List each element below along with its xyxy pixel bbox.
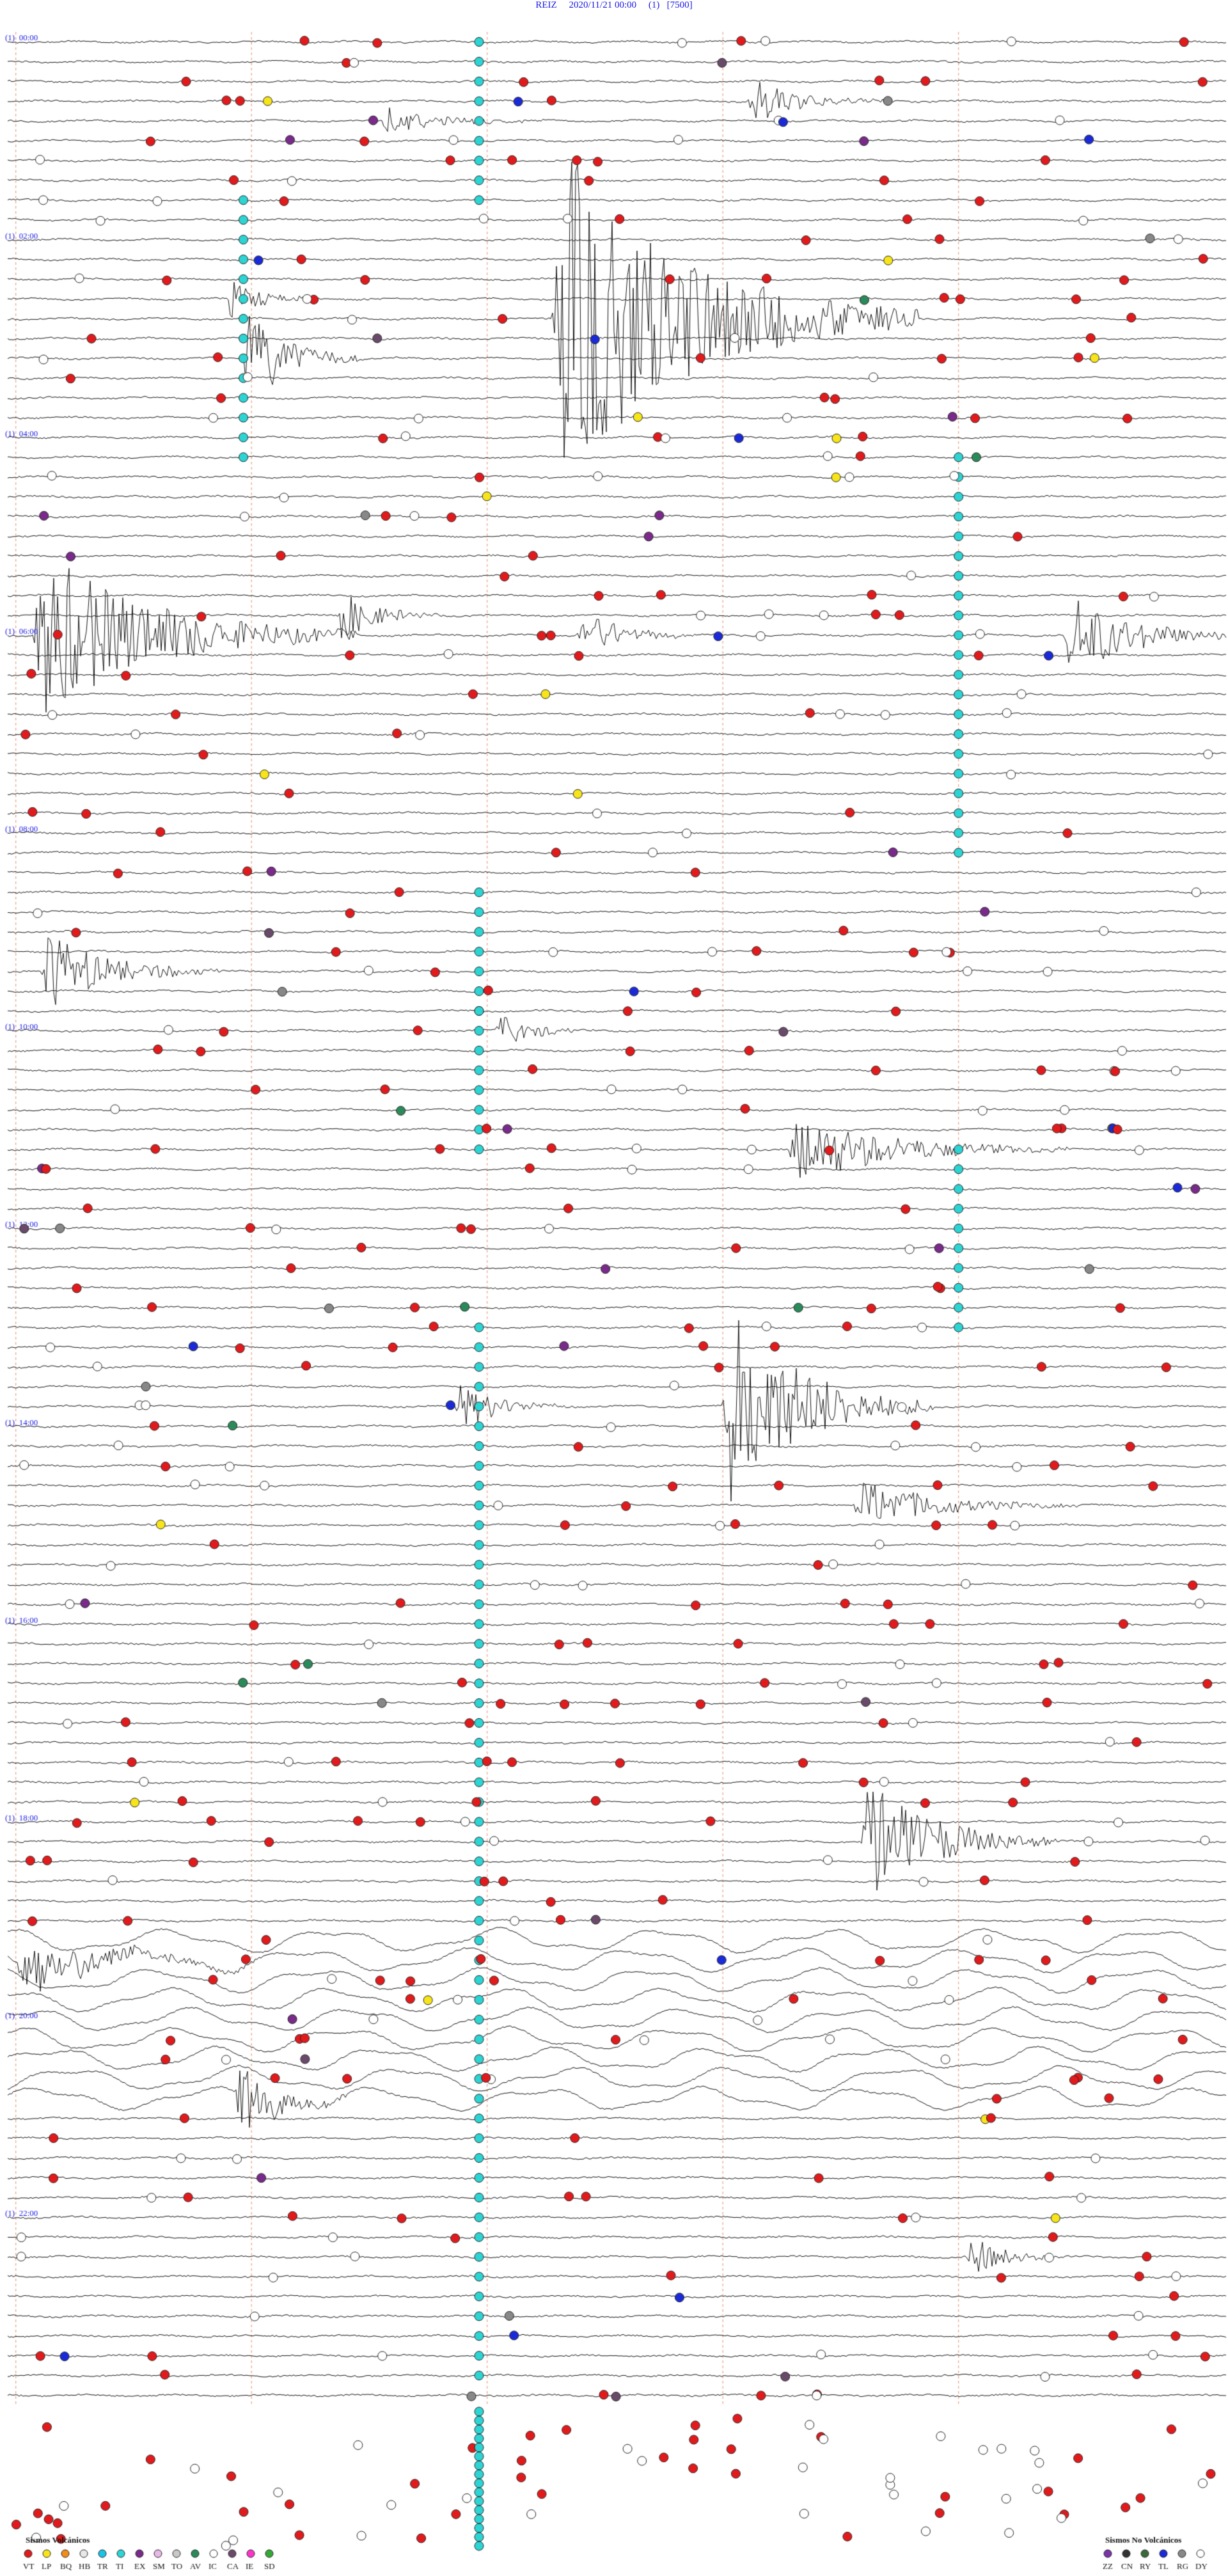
chart-title: REIZ 2020/11/21 00:00 (1) [7500] <box>0 0 1228 11</box>
scale-label: [7500] <box>666 0 693 10</box>
station-label: REIZ <box>535 0 557 10</box>
channel-label: (1) <box>648 0 660 10</box>
datetime-label: 2020/11/21 00:00 <box>569 0 637 10</box>
